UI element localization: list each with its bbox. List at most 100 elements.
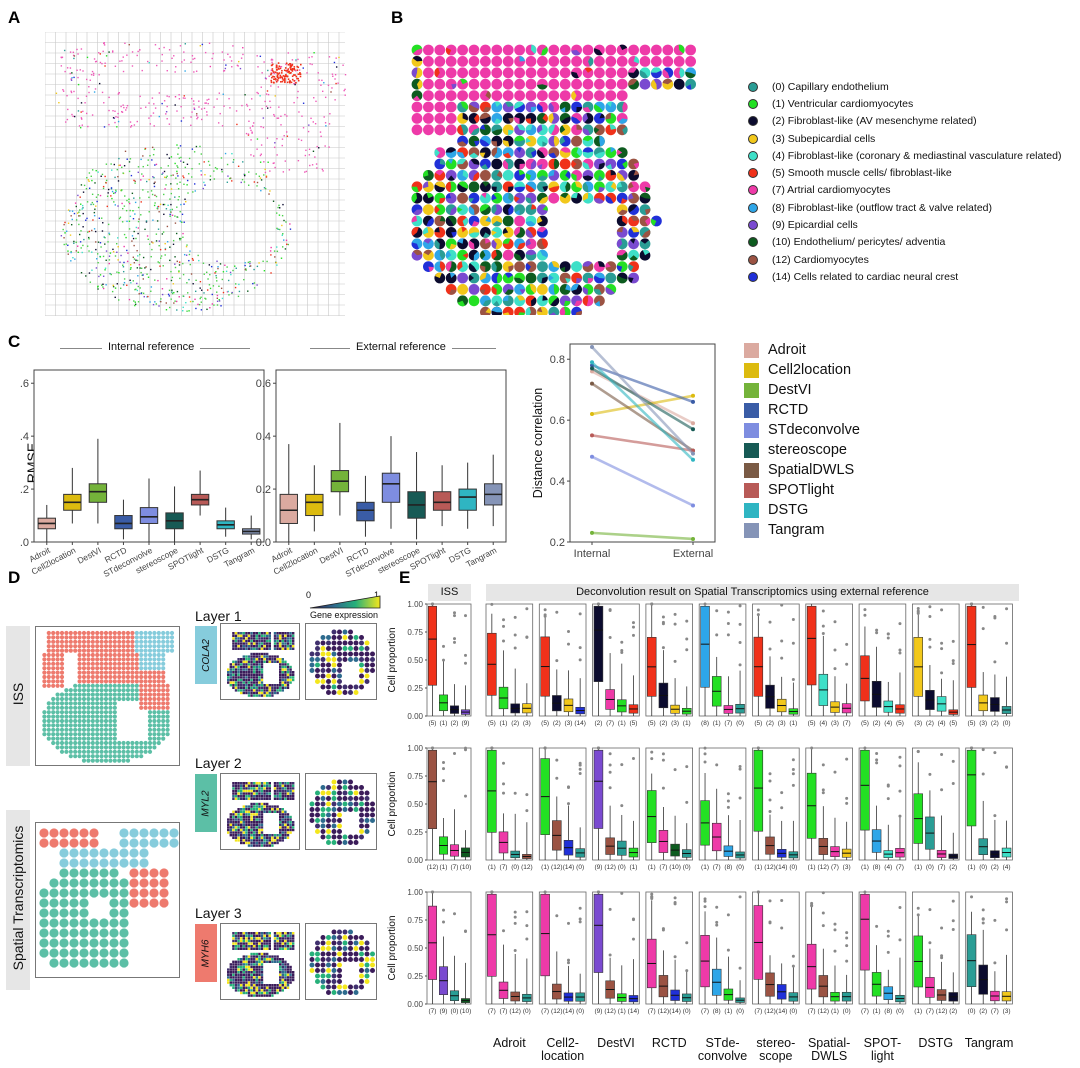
expr-point [242, 810, 245, 813]
expr-point [266, 789, 269, 793]
expr-point [240, 660, 243, 663]
expr-point [266, 810, 269, 813]
expr-point [268, 934, 271, 937]
expr-spot [315, 801, 320, 807]
layer-spot [109, 848, 119, 858]
expr-point [266, 647, 269, 650]
expr-point [263, 660, 266, 663]
expr-point [234, 815, 238, 819]
outlier-point [780, 656, 784, 660]
layer-spot [108, 714, 113, 719]
expr-point [250, 947, 253, 950]
expr-point [268, 939, 271, 943]
expr-spot [359, 640, 364, 646]
layer-spot [46, 718, 51, 724]
layer-spot [86, 666, 91, 671]
expr-point [240, 981, 243, 984]
expr-point [253, 841, 256, 845]
outlier-point [431, 890, 434, 894]
layer-spot [112, 648, 117, 653]
layer-spot [143, 692, 148, 697]
expr-spot [359, 962, 364, 968]
layer-spot [169, 644, 175, 649]
outlier-point [578, 906, 582, 910]
expr-point [237, 792, 240, 795]
layer-spot [130, 679, 135, 684]
expr-point [279, 787, 282, 790]
layer-spot [134, 670, 139, 675]
expr-spot [320, 979, 326, 984]
layer-spot [125, 661, 131, 666]
corr-line [591, 531, 694, 541]
iss-header-strip: ISS [428, 584, 471, 601]
expr-point [245, 984, 248, 987]
cluster-label: (14) [628, 1008, 640, 1015]
expr-point [240, 676, 243, 679]
expr-point [232, 823, 235, 826]
layer-spot [129, 838, 139, 848]
layer-spot [79, 898, 89, 908]
cluster-label: (1) [713, 720, 721, 727]
expr-point [250, 986, 253, 989]
expr-point [260, 787, 264, 790]
expr-point [229, 984, 232, 987]
expr-point [240, 787, 243, 790]
expr-point [289, 642, 292, 645]
expr-point [253, 689, 256, 692]
expr-point [263, 934, 266, 937]
expr-point [263, 939, 266, 943]
expr-point [227, 671, 230, 674]
layer-spot [90, 670, 95, 675]
expr-spot [315, 807, 320, 812]
layer-spot [64, 630, 69, 636]
pie-spot [457, 67, 468, 79]
cluster-label: (5) [648, 720, 656, 727]
expr-point [281, 634, 284, 637]
expr-point [281, 937, 284, 940]
expr-spot [331, 684, 337, 690]
expr-point [268, 984, 271, 987]
expr-point [237, 963, 240, 966]
box [966, 749, 977, 827]
layer-spot [125, 758, 131, 763]
expr-point [229, 826, 232, 829]
layer-spot [79, 828, 89, 838]
box [593, 605, 604, 682]
expr-point [232, 965, 235, 969]
expr-point [242, 981, 245, 984]
cluster-label: (1) [861, 864, 869, 871]
layer-spot [121, 688, 126, 693]
expr-point [255, 994, 258, 997]
outlier-point [715, 763, 719, 767]
layer-spot [161, 652, 166, 658]
expr-point [271, 694, 274, 697]
expr-point [240, 639, 243, 643]
expr-spot [337, 979, 342, 984]
expr-point [286, 668, 290, 671]
expr-point [234, 797, 238, 800]
outlier-point [703, 602, 707, 606]
expr-spot [359, 651, 364, 657]
expr-spot [337, 646, 342, 651]
expr-point [234, 971, 238, 974]
layer-spot [51, 714, 56, 719]
expr-point [247, 836, 251, 839]
expr-point [279, 642, 282, 645]
layer-spot [112, 710, 117, 715]
layer-spot [108, 688, 113, 693]
expr-point [242, 660, 245, 663]
expr-spot [337, 929, 342, 935]
expr-point [284, 971, 287, 974]
expr-point [273, 834, 277, 837]
layer-spot [90, 639, 95, 644]
layer-spot [90, 727, 95, 732]
layer-spot [152, 705, 157, 710]
expr-point [240, 939, 243, 943]
expr-point [292, 978, 295, 982]
cluster-label: (9) [440, 1008, 448, 1015]
expr-point [286, 813, 290, 816]
x-tick-label: External [673, 548, 713, 560]
expr-point [276, 634, 279, 637]
expr-point [279, 836, 282, 839]
expr-spot [337, 679, 342, 684]
